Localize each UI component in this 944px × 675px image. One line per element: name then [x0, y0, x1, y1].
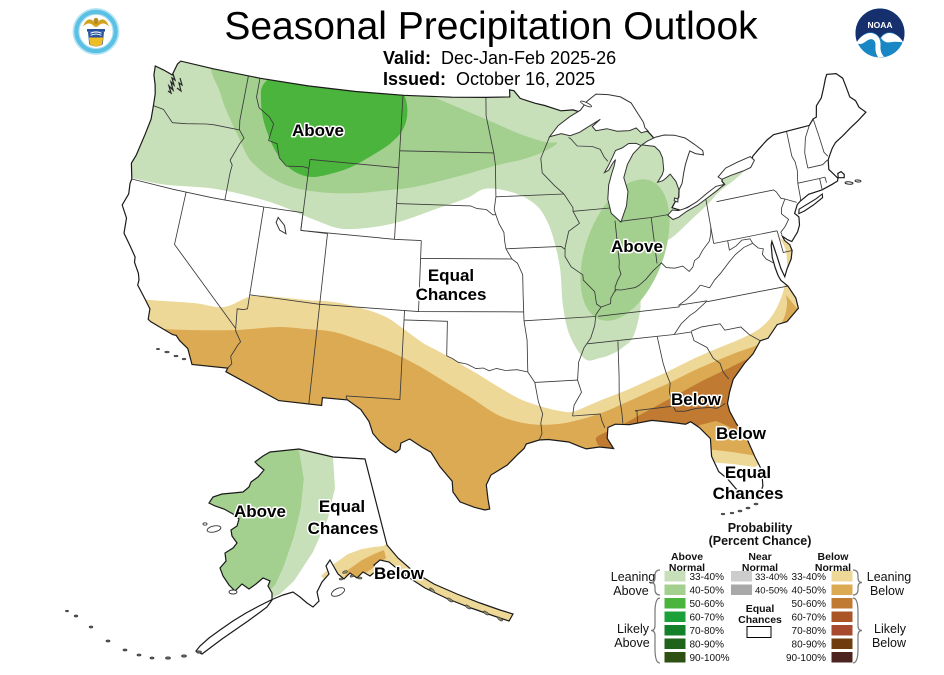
svg-text:Likely: Likely [617, 622, 650, 636]
svg-text:Above: Above [613, 584, 648, 598]
svg-text:Probability: Probability [728, 521, 793, 535]
svg-text:Above: Above [292, 121, 344, 140]
svg-text:40-50%: 40-50% [755, 586, 788, 597]
svg-text:Chances: Chances [738, 614, 782, 626]
svg-text:60-70%: 60-70% [690, 613, 725, 624]
svg-text:Above: Above [611, 237, 663, 256]
svg-text:Above: Above [614, 636, 649, 650]
svg-text:70-80%: 70-80% [690, 626, 725, 637]
svg-text:Below: Below [374, 564, 425, 583]
svg-text:NOAA: NOAA [867, 20, 892, 30]
svg-text:Below: Below [671, 390, 722, 409]
svg-text:Equal: Equal [428, 266, 474, 285]
svg-text:Equal: Equal [746, 603, 775, 615]
svg-text:33-40%: 33-40% [755, 572, 788, 583]
svg-text:Below: Below [716, 424, 767, 443]
svg-text:Seasonal Precipitation Outlook: Seasonal Precipitation Outlook [224, 5, 758, 48]
svg-text:50-60%: 50-60% [792, 599, 827, 610]
svg-text:Issued: October 16, 2025: Issued: October 16, 2025 [383, 69, 595, 89]
svg-text:33-40%: 33-40% [690, 572, 725, 583]
svg-text:80-90%: 80-90% [690, 640, 725, 651]
svg-text:Near: Near [748, 551, 771, 563]
svg-text:Below: Below [872, 636, 907, 650]
svg-text:Equal: Equal [725, 463, 771, 482]
svg-text:60-70%: 60-70% [792, 613, 827, 624]
svg-text:Valid: Dec-Jan-Feb 2025-26: Valid: Dec-Jan-Feb 2025-26 [383, 48, 616, 68]
svg-text:90-100%: 90-100% [690, 653, 730, 664]
svg-text:50-60%: 50-60% [690, 599, 725, 610]
svg-text:Chances: Chances [416, 285, 487, 304]
svg-text:Chances: Chances [713, 484, 784, 503]
svg-text:90-100%: 90-100% [786, 653, 826, 664]
svg-text:(Percent Chance): (Percent Chance) [709, 534, 812, 548]
svg-text:33-40%: 33-40% [792, 572, 827, 583]
svg-text:Below: Below [818, 551, 850, 563]
svg-text:Leaning: Leaning [611, 570, 656, 584]
svg-text:Equal: Equal [319, 497, 365, 516]
svg-text:Likely: Likely [874, 622, 907, 636]
svg-text:Above: Above [234, 502, 286, 521]
svg-text:Leaning: Leaning [867, 570, 912, 584]
svg-text:Below: Below [870, 584, 905, 598]
svg-text:40-50%: 40-50% [690, 586, 725, 597]
svg-text:80-90%: 80-90% [792, 640, 827, 651]
svg-text:Above: Above [671, 551, 703, 563]
svg-text:Chances: Chances [308, 519, 379, 538]
svg-text:40-50%: 40-50% [792, 586, 827, 597]
svg-text:70-80%: 70-80% [792, 626, 827, 637]
